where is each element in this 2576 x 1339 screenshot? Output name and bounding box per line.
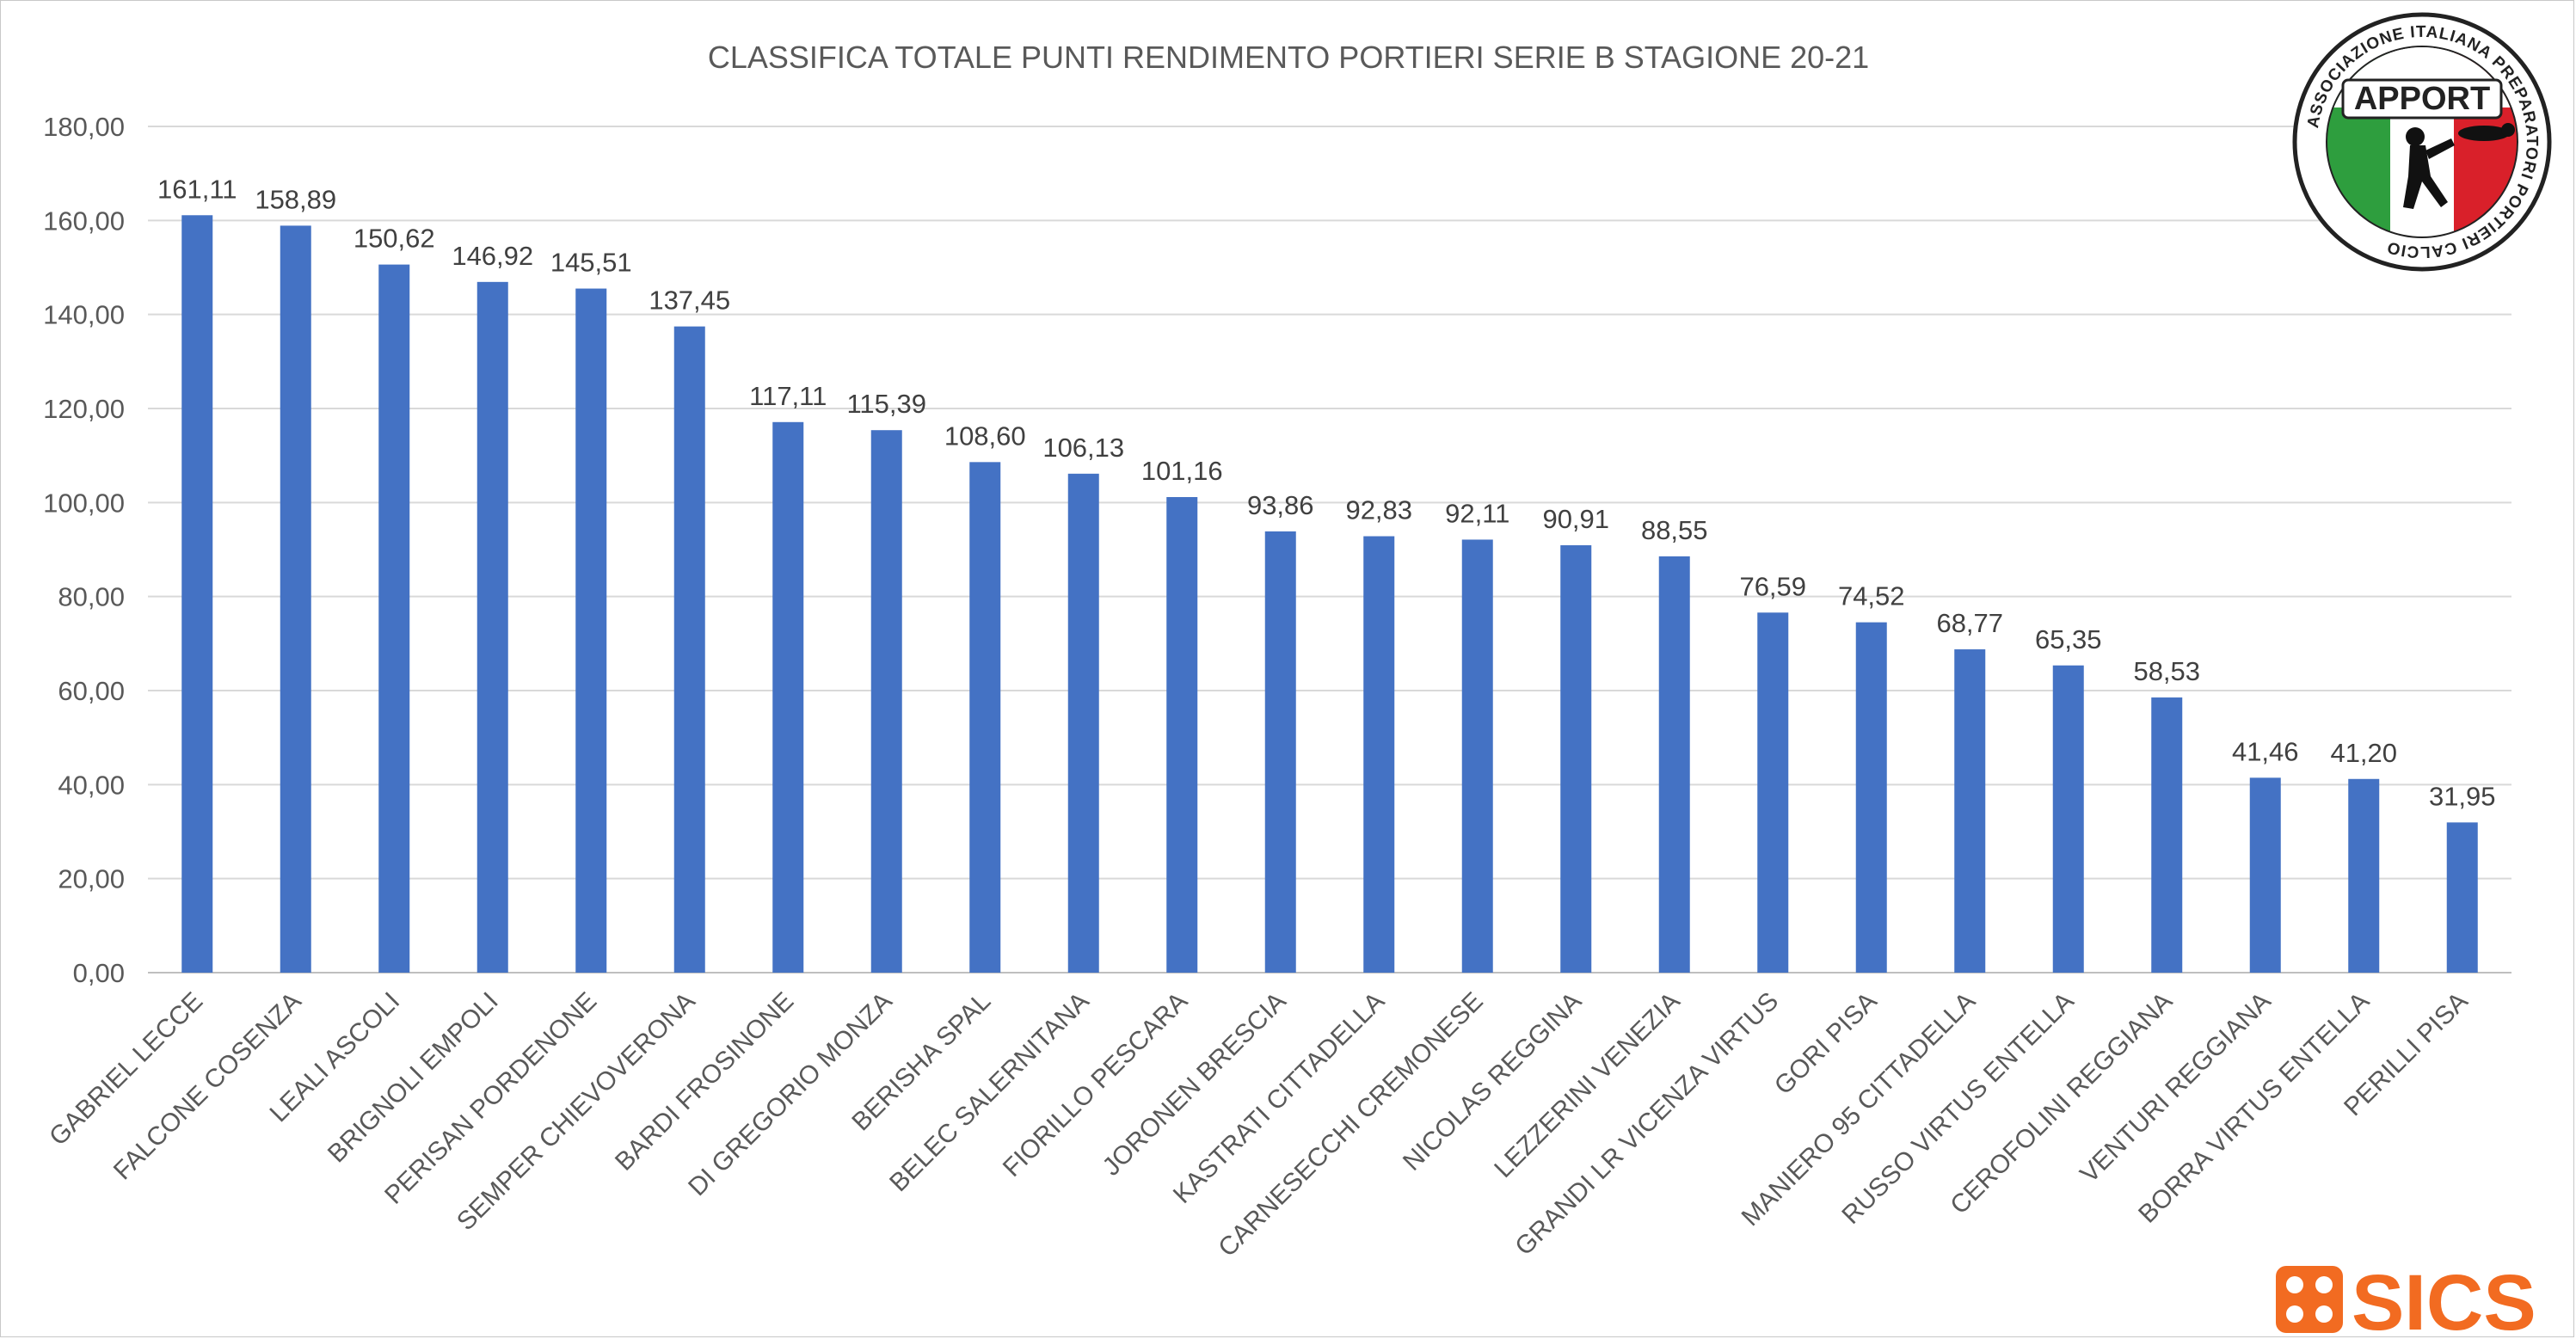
bar [2052, 665, 2084, 973]
bar [673, 326, 705, 973]
category-label: JORONEN BRESCIA [1097, 987, 1292, 1182]
bar [870, 430, 902, 974]
y-tick-label: 40,00 [58, 770, 125, 800]
bar [1757, 612, 1789, 973]
data-labels: 161,11 158,89 150,62 146,92 145,51 137,45 117,… [157, 174, 2496, 811]
bar [1658, 556, 1690, 973]
y-tick-label: 120,00 [43, 394, 125, 424]
apport-logo: APPORT ASSOCIAZIONE ITALIANA PREPARATORI… [2292, 12, 2552, 272]
bar [1855, 622, 1887, 973]
data-label: 108,60 [944, 421, 1026, 451]
data-label: 90,91 [1542, 504, 1609, 534]
data-label: 115,39 [846, 389, 926, 419]
category-label: BARDI FROSINONE [610, 987, 799, 1176]
grid-lines [148, 126, 2511, 974]
data-label: 58,53 [2133, 656, 2200, 686]
bar [772, 421, 804, 973]
y-tick-label: 0,00 [73, 958, 125, 988]
bar [1067, 473, 1099, 973]
apport-logo-name: APPORT [2354, 81, 2490, 117]
category-label: DI GREGORIO MONZA [683, 987, 898, 1202]
bar [575, 288, 607, 974]
bar [1954, 649, 1986, 973]
chart-title: CLASSIFICA TOTALE PUNTI RENDIMENTO PORTI… [708, 40, 1869, 75]
data-label: 106,13 [1042, 433, 1124, 463]
data-label: 146,92 [452, 241, 533, 271]
bar [280, 225, 311, 973]
bar [181, 215, 213, 974]
category-label: BRIGNOLI EMPOLI [323, 987, 504, 1169]
data-label: 31,95 [2429, 781, 2496, 811]
category-label: FIORILLO PESCARA [998, 987, 1193, 1182]
data-label: 92,83 [1345, 495, 1412, 525]
category-label: FALCONE COSENZA [108, 987, 307, 1186]
data-label: 92,11 [1445, 498, 1509, 528]
data-label: 93,86 [1247, 490, 1314, 520]
y-axis-ticks: 0,00 20,00 40,00 60,00 80,00 100,00 120,00 140,… [43, 112, 125, 988]
bar [1363, 536, 1395, 973]
bar [2249, 777, 2281, 973]
data-label: 41,46 [2232, 736, 2299, 766]
category-label: VENTURI REGGIANA [2075, 987, 2276, 1189]
y-tick-label: 140,00 [43, 300, 125, 330]
data-label: 41,20 [2330, 738, 2397, 768]
data-label: 101,16 [1141, 456, 1223, 486]
bar [2151, 697, 2183, 973]
data-label: 158,89 [255, 184, 336, 214]
bar [969, 462, 1001, 973]
category-label: BELEC SALERNITANA [884, 987, 1095, 1198]
bar [378, 264, 410, 973]
data-label: 88,55 [1641, 515, 1708, 545]
y-tick-label: 180,00 [43, 112, 125, 142]
bar [2348, 778, 2380, 973]
data-label: 161,11 [157, 174, 237, 204]
bar [1264, 531, 1296, 973]
data-label: 68,77 [1936, 608, 2003, 638]
bar [2446, 822, 2478, 973]
bar [476, 281, 508, 973]
y-tick-label: 160,00 [43, 206, 125, 236]
bar [1461, 539, 1493, 973]
y-tick-label: 100,00 [43, 488, 125, 518]
data-label: 150,62 [354, 224, 435, 254]
bar [1560, 545, 1592, 973]
sics-logo: SICS [2276, 1259, 2536, 1339]
data-label: 76,59 [1739, 571, 1806, 601]
y-tick-label: 80,00 [58, 582, 125, 612]
y-tick-label: 60,00 [58, 676, 125, 706]
data-label: 145,51 [550, 248, 632, 278]
bar [1166, 496, 1198, 973]
y-tick-label: 20,00 [58, 864, 125, 894]
data-label: 74,52 [1838, 581, 1905, 611]
category-label: NICOLAS REGGINA [1398, 987, 1587, 1176]
data-label: 65,35 [2035, 624, 2102, 654]
data-label: 117,11 [749, 381, 827, 411]
data-label: 137,45 [649, 286, 730, 316]
bars [181, 215, 2478, 974]
sics-logo-name: SICS [2352, 1259, 2536, 1339]
category-label: LEZZERINI VENEZIA [1489, 987, 1685, 1183]
